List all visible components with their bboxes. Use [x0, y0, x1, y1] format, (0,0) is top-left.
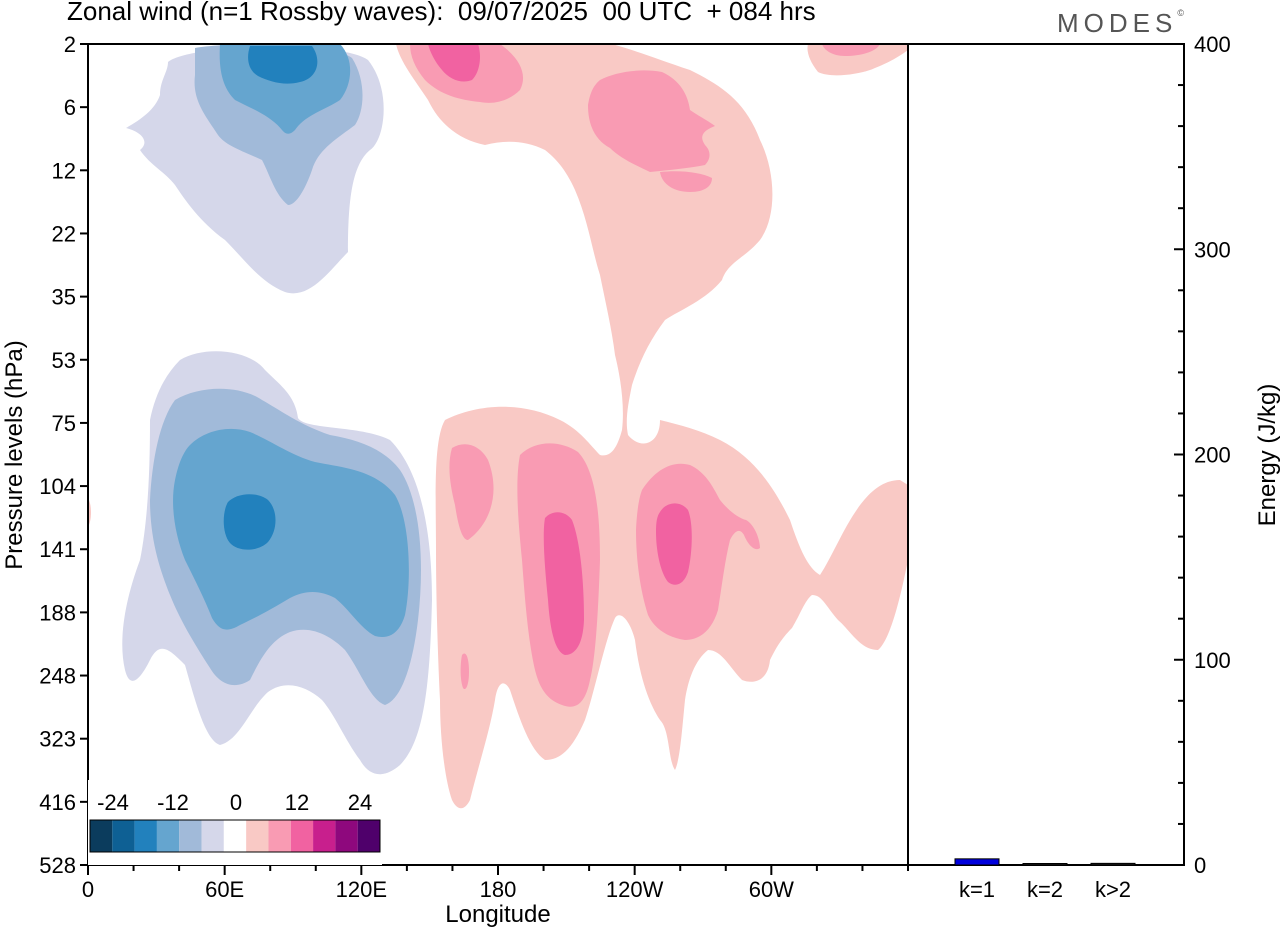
y-tick-label: 141	[39, 537, 76, 562]
colorbar-label: -24	[97, 790, 129, 815]
contour-pos-lower-b-level3	[543, 512, 584, 655]
energy-bar	[954, 858, 1000, 866]
colorbar-swatch	[179, 820, 202, 852]
colorbar-swatch	[112, 820, 135, 852]
energy-bars: k=1 k=2 k>2	[954, 858, 1136, 902]
energy-axis-label: Energy (J/kg)	[1254, 384, 1280, 527]
contour-pos-top-level3	[428, 44, 480, 82]
colorbar-swatch	[290, 820, 314, 852]
colorbar-swatch	[335, 820, 358, 852]
colorbar-swatch	[268, 820, 291, 852]
colorbar-swatch	[134, 820, 157, 852]
bar-category-label: k=2	[1027, 877, 1063, 902]
colorbar-swatch	[90, 820, 113, 852]
x-tick-label: 60W	[749, 877, 794, 902]
y-tick-label: 188	[39, 600, 76, 625]
y-axis-label: Pressure levels (hPa)	[1, 340, 28, 569]
bar-category-label: k=1	[959, 877, 995, 902]
energy-bar	[1022, 863, 1068, 866]
y-tick-label: 416	[39, 790, 76, 815]
contour-pos-lower-c-level3	[656, 503, 692, 585]
pressure-axis: 2 6 12 22 35 53 75 104 141 188 248 323 416 528	[39, 32, 88, 878]
x-tick-label: 60E	[205, 877, 244, 902]
colorbar-swatch	[313, 820, 336, 852]
bar-category-label: k>2	[1095, 877, 1131, 902]
energy-tick-label: 400	[1194, 32, 1231, 57]
contour-pos-mid-level2	[588, 70, 715, 172]
y-tick-label: 53	[52, 348, 76, 373]
x-tick-label: 180	[480, 877, 517, 902]
energy-tick-label: 200	[1194, 443, 1231, 468]
y-tick-label: 6	[64, 95, 76, 120]
contour-neg-upper-level4	[248, 46, 318, 84]
x-tick-label: 120E	[336, 877, 387, 902]
colorbar-swatch	[357, 820, 380, 852]
contour-pos-top-right-level2	[822, 44, 880, 56]
y-tick-label: 12	[52, 158, 76, 183]
colorbar-label: 0	[230, 790, 242, 815]
colorbar-label: -12	[157, 790, 189, 815]
x-tick-label: 120W	[606, 877, 664, 902]
y-tick-label: 22	[52, 221, 76, 246]
colorbar-label: 12	[285, 790, 309, 815]
y-tick-label: 75	[52, 411, 76, 436]
colorbar-swatch	[201, 820, 224, 852]
brand-text: MODES	[1057, 8, 1178, 38]
colorbar-swatch	[156, 820, 180, 852]
y-tick-label: 248	[39, 664, 76, 689]
y-tick-label: 104	[39, 474, 76, 499]
copyright-mark: ©	[1177, 8, 1184, 18]
y-tick-label: 528	[39, 853, 76, 878]
energy-tick-label: 300	[1194, 237, 1231, 262]
y-tick-label: 2	[64, 32, 76, 57]
x-tick-label: 0	[82, 877, 94, 902]
contour-pos-isolated	[460, 653, 469, 690]
y-tick-label: 323	[39, 727, 76, 752]
energy-tick-label: 0	[1194, 853, 1206, 878]
colorbar-legend: -24 -12 0 12 24	[88, 780, 382, 865]
y-tick-label: 35	[52, 285, 76, 310]
wind-contour-field	[88, 44, 908, 865]
modes-logo: MODES©	[1057, 8, 1184, 39]
contour-neg-lower-level3	[173, 428, 409, 638]
contour-pos-lower-a-level2	[449, 444, 494, 540]
colorbar-label: 24	[348, 790, 372, 815]
contour-pos-level1	[396, 44, 908, 809]
energy-axis: 0 100 200 300 400	[1174, 32, 1231, 878]
colorbar-swatch	[246, 820, 269, 852]
longitude-axis: 0 60E 120E 180 120W 60W	[82, 865, 909, 902]
contour-pos-mid-level2b	[660, 171, 712, 192]
chart-title: Zonal wind (n=1 Rossby waves): 09/07/202…	[67, 0, 816, 26]
energy-bar	[1090, 862, 1136, 866]
energy-tick-label: 100	[1194, 648, 1231, 673]
colorbar-frame	[89, 819, 381, 853]
x-axis-label: Longitude	[445, 901, 550, 928]
colorbar-swatch	[223, 820, 247, 852]
contour-neg-lower-level4	[223, 494, 276, 550]
